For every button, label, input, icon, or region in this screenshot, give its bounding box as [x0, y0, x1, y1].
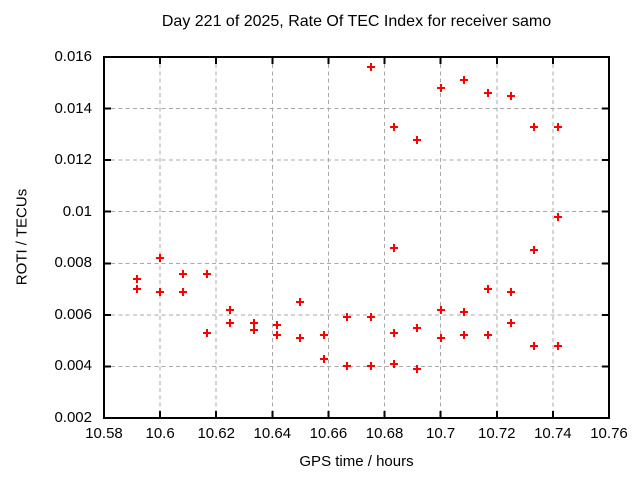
data-point-marker — [413, 324, 421, 332]
plot-border — [103, 56, 610, 419]
data-point-marker — [179, 288, 187, 296]
x-tick-label: 10.76 — [590, 425, 628, 442]
data-point-marker — [156, 254, 164, 262]
data-point-marker — [484, 89, 492, 97]
data-point-marker — [484, 285, 492, 293]
data-point-marker — [320, 331, 328, 339]
data-point-marker — [413, 365, 421, 373]
data-point-marker — [179, 270, 187, 278]
data-point-marker — [133, 275, 141, 283]
data-point-marker — [460, 331, 468, 339]
x-tick-label: 10.7 — [426, 425, 456, 442]
data-point-marker — [296, 298, 304, 306]
data-point-marker — [156, 288, 164, 296]
x-tick-label: 10.72 — [477, 425, 516, 442]
chart-title: Day 221 of 2025, Rate Of TEC Index for r… — [161, 13, 552, 30]
y-tick-label: 0.004 — [54, 357, 92, 375]
y-tick-label: 0.008 — [54, 254, 92, 272]
data-point-marker — [250, 319, 258, 327]
data-point-marker — [250, 326, 258, 334]
data-point-marker — [530, 342, 538, 350]
x-tick-label: 10.64 — [253, 425, 292, 442]
data-point-marker — [507, 92, 515, 100]
data-point-marker — [226, 306, 234, 314]
data-point-marker — [554, 123, 562, 131]
data-point-marker — [390, 329, 398, 337]
data-point-marker — [413, 136, 421, 144]
data-point-marker — [437, 306, 445, 314]
data-point-marker — [390, 244, 398, 252]
data-point-marker — [437, 334, 445, 342]
y-tick-label: 0.002 — [54, 409, 92, 426]
data-point-marker — [226, 319, 234, 327]
data-point-marker — [296, 334, 304, 342]
data-point-marker — [507, 319, 515, 327]
data-point-marker — [554, 342, 562, 350]
y-tick-label: 0.014 — [54, 99, 92, 117]
data-point-marker — [507, 288, 515, 296]
data-point-marker — [367, 63, 375, 71]
data-point-marker — [367, 313, 375, 321]
data-point-marker — [343, 362, 351, 370]
data-point-marker — [460, 76, 468, 84]
data-point-marker — [367, 362, 375, 370]
data-point-marker — [203, 270, 211, 278]
data-point-marker — [554, 213, 562, 221]
data-point-marker — [273, 331, 281, 339]
data-point-marker — [203, 329, 211, 337]
x-tick-label: 10.58 — [85, 425, 123, 442]
data-point-marker — [390, 123, 398, 131]
data-point-marker — [320, 355, 328, 363]
data-point-marker — [343, 313, 351, 321]
data-point-marker — [530, 246, 538, 254]
y-tick-label: 0.006 — [54, 305, 92, 323]
data-point-marker — [484, 331, 492, 339]
data-point-marker — [437, 84, 445, 92]
data-point-marker — [530, 123, 538, 131]
x-tick-label: 10.74 — [534, 425, 572, 442]
x-axis-label: GPS time / hours — [299, 453, 414, 470]
x-tick-label: 10.6 — [145, 425, 175, 442]
y-tick-label: 0.01 — [62, 202, 92, 220]
data-point-marker — [390, 360, 398, 368]
x-tick-label: 10.66 — [309, 425, 348, 442]
x-tick-label: 10.68 — [365, 425, 404, 442]
data-point-marker — [460, 308, 468, 316]
x-tick-label: 10.62 — [197, 425, 235, 442]
y-tick-label: 0.012 — [54, 151, 92, 169]
data-point-marker — [273, 321, 281, 329]
y-tick-label: 0.016 — [54, 48, 92, 65]
data-point-marker — [133, 285, 141, 293]
